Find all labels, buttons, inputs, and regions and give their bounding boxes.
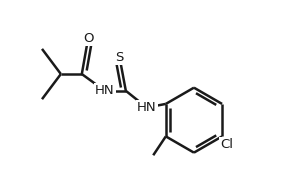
Text: Cl: Cl [220,138,233,151]
Text: HN: HN [137,101,157,114]
Text: O: O [83,32,93,45]
Text: S: S [115,51,124,64]
Text: HN: HN [95,84,115,97]
